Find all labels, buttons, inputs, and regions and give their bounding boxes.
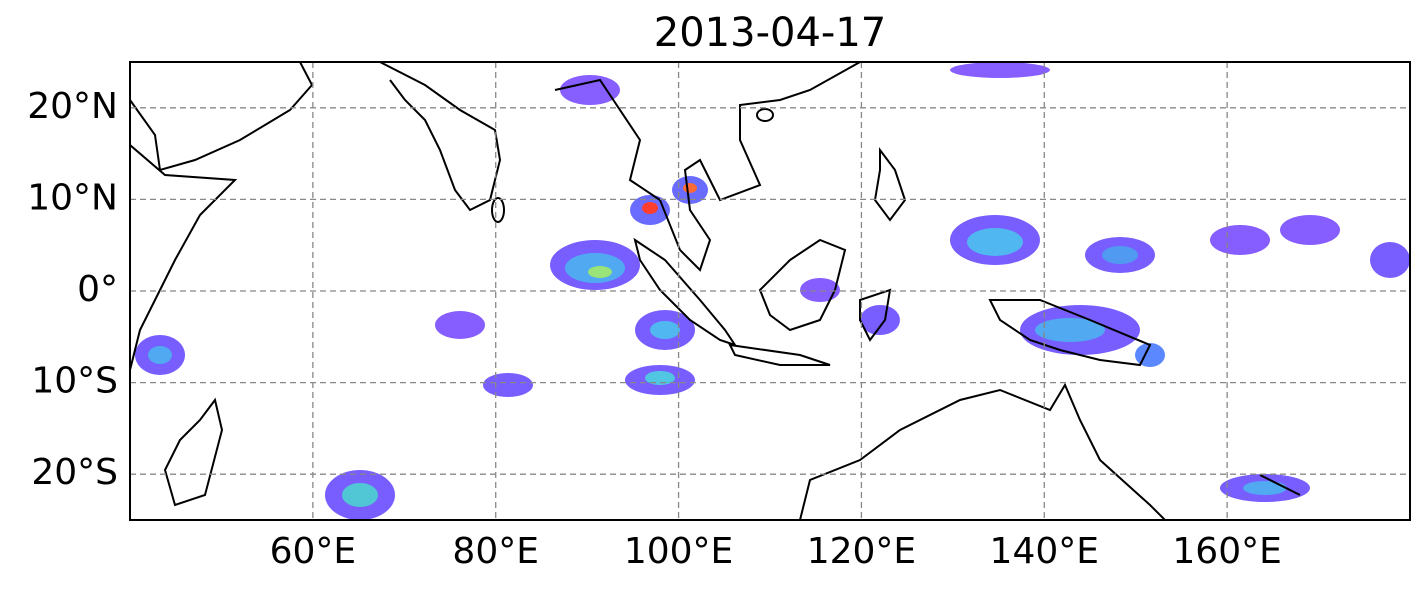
map-area <box>130 62 1410 520</box>
lat-tick-label: 20°N <box>27 86 118 127</box>
lon-tick-label: 60°E <box>270 531 357 572</box>
lat-tick-label: 10°N <box>27 177 118 218</box>
lon-tick-label: 140°E <box>990 531 1099 572</box>
graticule <box>130 62 1410 520</box>
lon-tick-label: 100°E <box>624 531 733 572</box>
lat-tick-label: 20°S <box>31 452 118 493</box>
lon-tick-label: 160°E <box>1172 531 1281 572</box>
lat-tick-label: 10°S <box>31 361 118 402</box>
lon-tick-label: 120°E <box>807 531 916 572</box>
lon-tick-label: 80°E <box>452 531 539 572</box>
coastlines <box>130 62 1301 520</box>
precipitation <box>135 62 1410 520</box>
map-frame <box>129 61 1411 521</box>
map-title: 2013-04-17 <box>654 10 886 56</box>
lat-tick-label: 0° <box>77 269 118 310</box>
